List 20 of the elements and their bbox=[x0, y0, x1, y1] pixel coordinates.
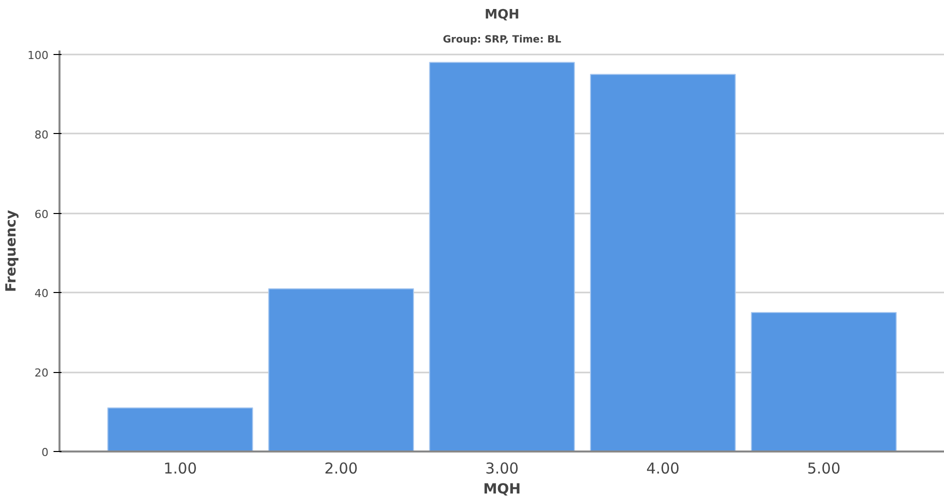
y-tick-label: 0 bbox=[42, 446, 48, 459]
y-tick-label: 100 bbox=[28, 48, 49, 62]
x-tick-label: 1.00 bbox=[163, 460, 197, 478]
x-axis-title: MQH bbox=[483, 482, 521, 498]
x-tick-label: 4.00 bbox=[646, 460, 680, 478]
x-tick-label: 3.00 bbox=[485, 460, 519, 478]
x-tick-label: 2.00 bbox=[324, 460, 358, 478]
y-tick-label: 40 bbox=[34, 287, 49, 300]
bar bbox=[429, 62, 575, 452]
chart-title: MQH bbox=[484, 8, 520, 22]
y-tick-label: 20 bbox=[34, 366, 49, 380]
bar bbox=[268, 288, 414, 452]
bar bbox=[750, 312, 897, 452]
bar bbox=[107, 407, 254, 452]
y-tick-label: 60 bbox=[34, 208, 49, 221]
chart-subtitle: Group: SRP, Time: BL bbox=[442, 34, 562, 46]
x-tick-label: 5.00 bbox=[807, 460, 841, 478]
y-axis-title: Frequency bbox=[4, 210, 20, 292]
bar bbox=[590, 74, 736, 452]
y-tick-label: 80 bbox=[34, 128, 49, 142]
